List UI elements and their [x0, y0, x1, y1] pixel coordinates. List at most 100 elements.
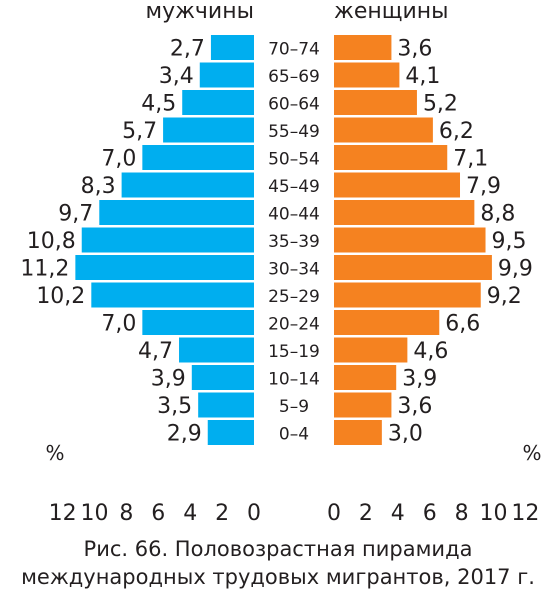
male-bar — [91, 282, 254, 308]
right-tick-label: 0 — [327, 501, 341, 526]
right-title: женщины — [334, 0, 449, 24]
right-unit-label: % — [522, 441, 541, 465]
male-bar — [198, 392, 254, 418]
female-value-label: 6,2 — [439, 119, 474, 144]
male-value-label: 8,3 — [81, 174, 116, 199]
male-bar — [75, 255, 254, 280]
female-value-label: 5,2 — [423, 92, 458, 117]
female-value-label: 6,6 — [445, 312, 480, 337]
male-value-label: 5,7 — [122, 119, 157, 144]
male-bar — [121, 172, 255, 198]
left-tick-label: 4 — [183, 501, 197, 526]
left-tick-label: 6 — [151, 501, 165, 526]
female-bar — [334, 172, 461, 198]
age-group-label: 50–54 — [268, 150, 320, 170]
right-tick-label: 8 — [455, 501, 469, 526]
female-bar — [334, 117, 433, 143]
male-value-label: 3,5 — [157, 394, 192, 419]
left-title: мужчины — [146, 0, 255, 24]
left-tick-label: 8 — [119, 501, 133, 526]
male-value-label: 3,9 — [151, 367, 186, 392]
male-bar — [179, 337, 254, 363]
male-bar — [142, 145, 254, 170]
female-bar — [334, 282, 481, 308]
male-bar — [182, 90, 254, 115]
left-tick-label: 10 — [81, 501, 109, 526]
male-value-label: 4,5 — [141, 92, 176, 117]
right-tick-label: 12 — [511, 501, 539, 526]
left-tick-label: 0 — [247, 501, 261, 526]
age-group-label: 35–39 — [268, 232, 320, 252]
female-value-label: 9,5 — [492, 229, 527, 254]
female-value-label: 9,2 — [487, 284, 522, 309]
male-bar — [142, 310, 254, 335]
age-group-label: 10–14 — [268, 370, 320, 390]
right-tick-label: 4 — [391, 501, 405, 526]
male-value-label: 2,7 — [170, 37, 205, 62]
male-bar — [207, 420, 254, 445]
female-bar — [334, 145, 448, 170]
male-value-label: 10,2 — [36, 284, 85, 309]
right-tick-label: 6 — [423, 501, 437, 526]
female-value-label: 4,1 — [405, 64, 440, 89]
female-bar — [334, 255, 492, 280]
age-group-label: 25–29 — [268, 287, 320, 307]
left-unit-label: % — [45, 441, 64, 465]
age-group-label: 55–49 — [268, 122, 320, 142]
female-bar — [334, 392, 392, 418]
left-tick-label: 2 — [215, 501, 229, 526]
male-value-label: 11,2 — [20, 257, 69, 282]
male-bar — [210, 35, 254, 60]
age-group-label: 30–34 — [268, 260, 320, 280]
male-bar — [99, 200, 254, 225]
age-group-label: 65–69 — [268, 67, 320, 87]
female-bar — [334, 420, 382, 445]
male-bar — [191, 365, 254, 390]
female-value-label: 3,6 — [397, 394, 432, 419]
female-bar — [334, 200, 475, 225]
male-value-label: 2,9 — [167, 422, 202, 447]
male-value-label: 3,4 — [159, 64, 194, 89]
female-value-label: 3,9 — [402, 367, 437, 392]
age-group-labels: 70–74 65–69 60–64 55–49 50–54 45–49 40–44 35–39… — [268, 40, 320, 445]
female-bar — [334, 365, 397, 390]
female-bars — [334, 35, 492, 445]
female-bar — [334, 337, 408, 363]
male-bar — [199, 62, 254, 88]
right-tick-label: 2 — [359, 501, 373, 526]
male-value-label: 4,7 — [138, 339, 173, 364]
age-group-label: 20–24 — [268, 315, 320, 335]
right-axis-ticks: 0 2 4 6 8 10 12 — [327, 501, 539, 526]
female-bar — [334, 310, 440, 335]
figure-caption-line-1: Рис. 66. Половозрастная пирамида — [83, 537, 473, 561]
age-group-label: 5–9 — [279, 397, 309, 417]
age-group-label: 40–44 — [268, 205, 320, 225]
age-group-label: 70–74 — [268, 40, 320, 60]
female-bar — [334, 227, 486, 253]
male-value-label: 7,0 — [101, 147, 136, 172]
left-tick-label: 12 — [49, 501, 77, 526]
female-value-label: 7,1 — [453, 147, 488, 172]
female-bar — [334, 35, 392, 60]
female-value-labels: 3,64,15,26,27,17,98,89,59,99,26,64,63,93… — [388, 37, 533, 447]
female-bar — [334, 90, 417, 115]
female-value-label: 9,9 — [498, 257, 533, 282]
age-group-label: 60–64 — [268, 95, 320, 115]
male-bar — [163, 117, 254, 143]
female-value-label: 4,6 — [413, 339, 448, 364]
figure-caption-line-2: международных трудовых мигрантов, 2017 г… — [21, 565, 535, 589]
female-value-label: 7,9 — [466, 174, 501, 199]
male-value-label: 9,7 — [58, 202, 93, 227]
male-bar — [81, 227, 255, 253]
age-group-label: 45–49 — [268, 177, 320, 197]
male-bars — [75, 35, 255, 445]
female-bar — [334, 62, 400, 88]
age-group-label: 0–4 — [279, 425, 309, 445]
female-value-label: 8,8 — [480, 202, 515, 227]
male-value-labels: 2,73,44,55,77,08,39,710,811,210,27,04,73… — [20, 37, 205, 447]
age-group-label: 15–19 — [268, 342, 320, 362]
right-tick-label: 10 — [480, 501, 508, 526]
male-value-label: 10,8 — [27, 229, 76, 254]
